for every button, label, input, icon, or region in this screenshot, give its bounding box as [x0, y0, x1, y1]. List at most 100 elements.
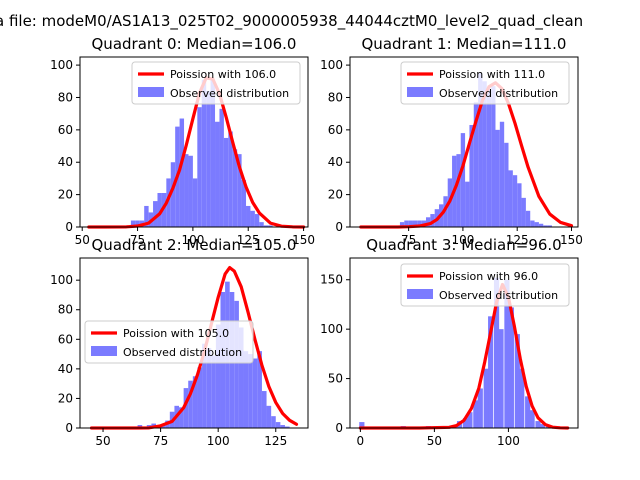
- histogram-bar: [179, 407, 184, 428]
- y-tick-label: 40: [58, 155, 73, 169]
- x-tick-label: 100: [207, 434, 230, 448]
- y-tick-label: 60: [58, 332, 73, 346]
- histogram-bar: [404, 220, 409, 227]
- legend-box: [400, 61, 570, 105]
- histogram-bar: [206, 91, 211, 227]
- legend-bar-swatch: [407, 289, 433, 299]
- x-tick-label: 75: [130, 233, 145, 247]
- histogram-bar: [547, 225, 552, 227]
- legend-entry-poisson: Poission with 105.0: [123, 327, 229, 340]
- legend-bar-swatch: [407, 87, 433, 97]
- x-tick-label: 50: [75, 233, 90, 247]
- histogram-bar: [252, 358, 258, 428]
- histogram-bar: [534, 222, 539, 227]
- y-tick-label: 0: [335, 220, 343, 234]
- histogram-bar: [473, 400, 479, 428]
- quadrant-0-subplot: 50 75 100 125 150 0 20 40 60 80 100 Poission with …: [50, 35, 315, 247]
- histogram-bar: [261, 391, 267, 428]
- y-tick-label: 80: [58, 90, 73, 104]
- x-tick-label: 75: [153, 434, 168, 448]
- histogram-bar: [491, 86, 496, 227]
- legend-entry-observed: Observed distribution: [123, 346, 242, 359]
- quadrant-1-poisson-curve: [359, 81, 574, 229]
- poisson-line: [359, 81, 574, 229]
- histogram-bar: [188, 380, 193, 428]
- histogram-bar: [488, 316, 494, 428]
- histogram-bar: [232, 149, 238, 227]
- histogram-bar: [529, 410, 535, 428]
- quadrant-3-ticks: 0 50 100 0 50 100 150: [320, 273, 520, 448]
- histogram-bar: [197, 107, 202, 227]
- histogram-bar: [462, 418, 469, 428]
- histogram-bar: [206, 348, 212, 428]
- histogram-bar: [469, 125, 474, 227]
- quadrant-3-title: Quadrant 3: Median=96.0: [366, 236, 561, 254]
- histogram-bar: [477, 388, 483, 428]
- histogram-bar: [519, 368, 525, 428]
- histogram-bar: [525, 210, 531, 227]
- poisson-line: [89, 266, 299, 430]
- histogram-bar: [443, 196, 448, 227]
- quadrant-0-axes-frame: [79, 56, 309, 228]
- histogram-bar: [248, 354, 253, 428]
- histogram-bar: [538, 223, 544, 227]
- histogram-bar: [241, 180, 247, 227]
- histogram-bar: [215, 324, 221, 428]
- y-tick-label: 0: [65, 421, 73, 435]
- legend-entry-poisson: Poission with 111.0: [439, 68, 545, 81]
- y-tick-label: 20: [58, 391, 73, 405]
- quadrant-0-legend: Poission with 106.0 Observed distribution: [131, 61, 301, 105]
- histogram-bar: [271, 416, 276, 428]
- histogram-bar: [254, 214, 260, 227]
- histogram-bar: [399, 222, 405, 227]
- y-tick-label: 100: [50, 273, 73, 287]
- quadrant-2-poisson-curve: [89, 266, 299, 430]
- legend-box: [400, 263, 570, 307]
- legend-entry-observed: Observed distribution: [170, 87, 289, 100]
- y-tick-label: 80: [328, 90, 343, 104]
- histogram-bar: [157, 193, 162, 227]
- histogram-bar: [179, 118, 185, 227]
- x-tick-label: 125: [506, 233, 529, 247]
- histogram-bar: [498, 329, 504, 428]
- x-tick-label: 125: [264, 434, 287, 448]
- quadrant-0-ticks: 50 75 100 125 150 0 20 40 60 80 100: [50, 58, 315, 247]
- histogram-bar: [514, 334, 520, 428]
- histogram-bar: [210, 79, 216, 227]
- histogram-bar: [197, 367, 203, 428]
- histogram-bar: [504, 279, 510, 428]
- histogram-bar: [188, 155, 193, 227]
- histogram-bar: [211, 355, 216, 428]
- y-tick-label: 100: [50, 58, 73, 72]
- quadrant-2-axes-frame: [79, 257, 309, 429]
- histogram-bar: [238, 327, 244, 428]
- legend-entry-poisson: Poission with 96.0: [439, 270, 538, 283]
- figure-suptitle: a file: modeM0/AS1A13_025T02_9000005938_…: [0, 12, 583, 31]
- x-tick-label: 150: [560, 233, 583, 247]
- histogram-bar: [263, 225, 269, 227]
- histogram-bar: [192, 376, 198, 428]
- quadrant-1-title: Quadrant 1: Median=111.0: [362, 35, 567, 53]
- histogram-bar: [215, 121, 220, 227]
- histogram-bar: [219, 108, 224, 227]
- x-tick-label: 0: [357, 434, 365, 448]
- histogram-bar: [184, 154, 189, 227]
- y-tick-label: 20: [58, 188, 73, 202]
- histogram-bar: [543, 225, 548, 227]
- x-tick-label: 125: [237, 233, 260, 247]
- histogram-bar: [201, 79, 207, 227]
- histogram-bar: [495, 129, 500, 227]
- histogram-bar: [465, 181, 470, 227]
- histogram-bar: [243, 351, 249, 428]
- legend-bar-swatch: [138, 87, 164, 97]
- y-tick-label: 40: [328, 155, 343, 169]
- quadrant-2-ticks: 50 75 100 125 0 20 40 60 80 100: [50, 273, 287, 448]
- quadrant-3-subplot: 0 50 100 0 50 100 150 Poission with 96.0 Observ…: [320, 236, 579, 448]
- histogram-bar: [246, 205, 251, 227]
- x-tick-label: 75: [401, 233, 416, 247]
- legend-box: [131, 61, 301, 105]
- histogram-bar: [268, 225, 273, 227]
- histogram-bar: [517, 183, 522, 227]
- y-tick-label: 60: [328, 123, 343, 137]
